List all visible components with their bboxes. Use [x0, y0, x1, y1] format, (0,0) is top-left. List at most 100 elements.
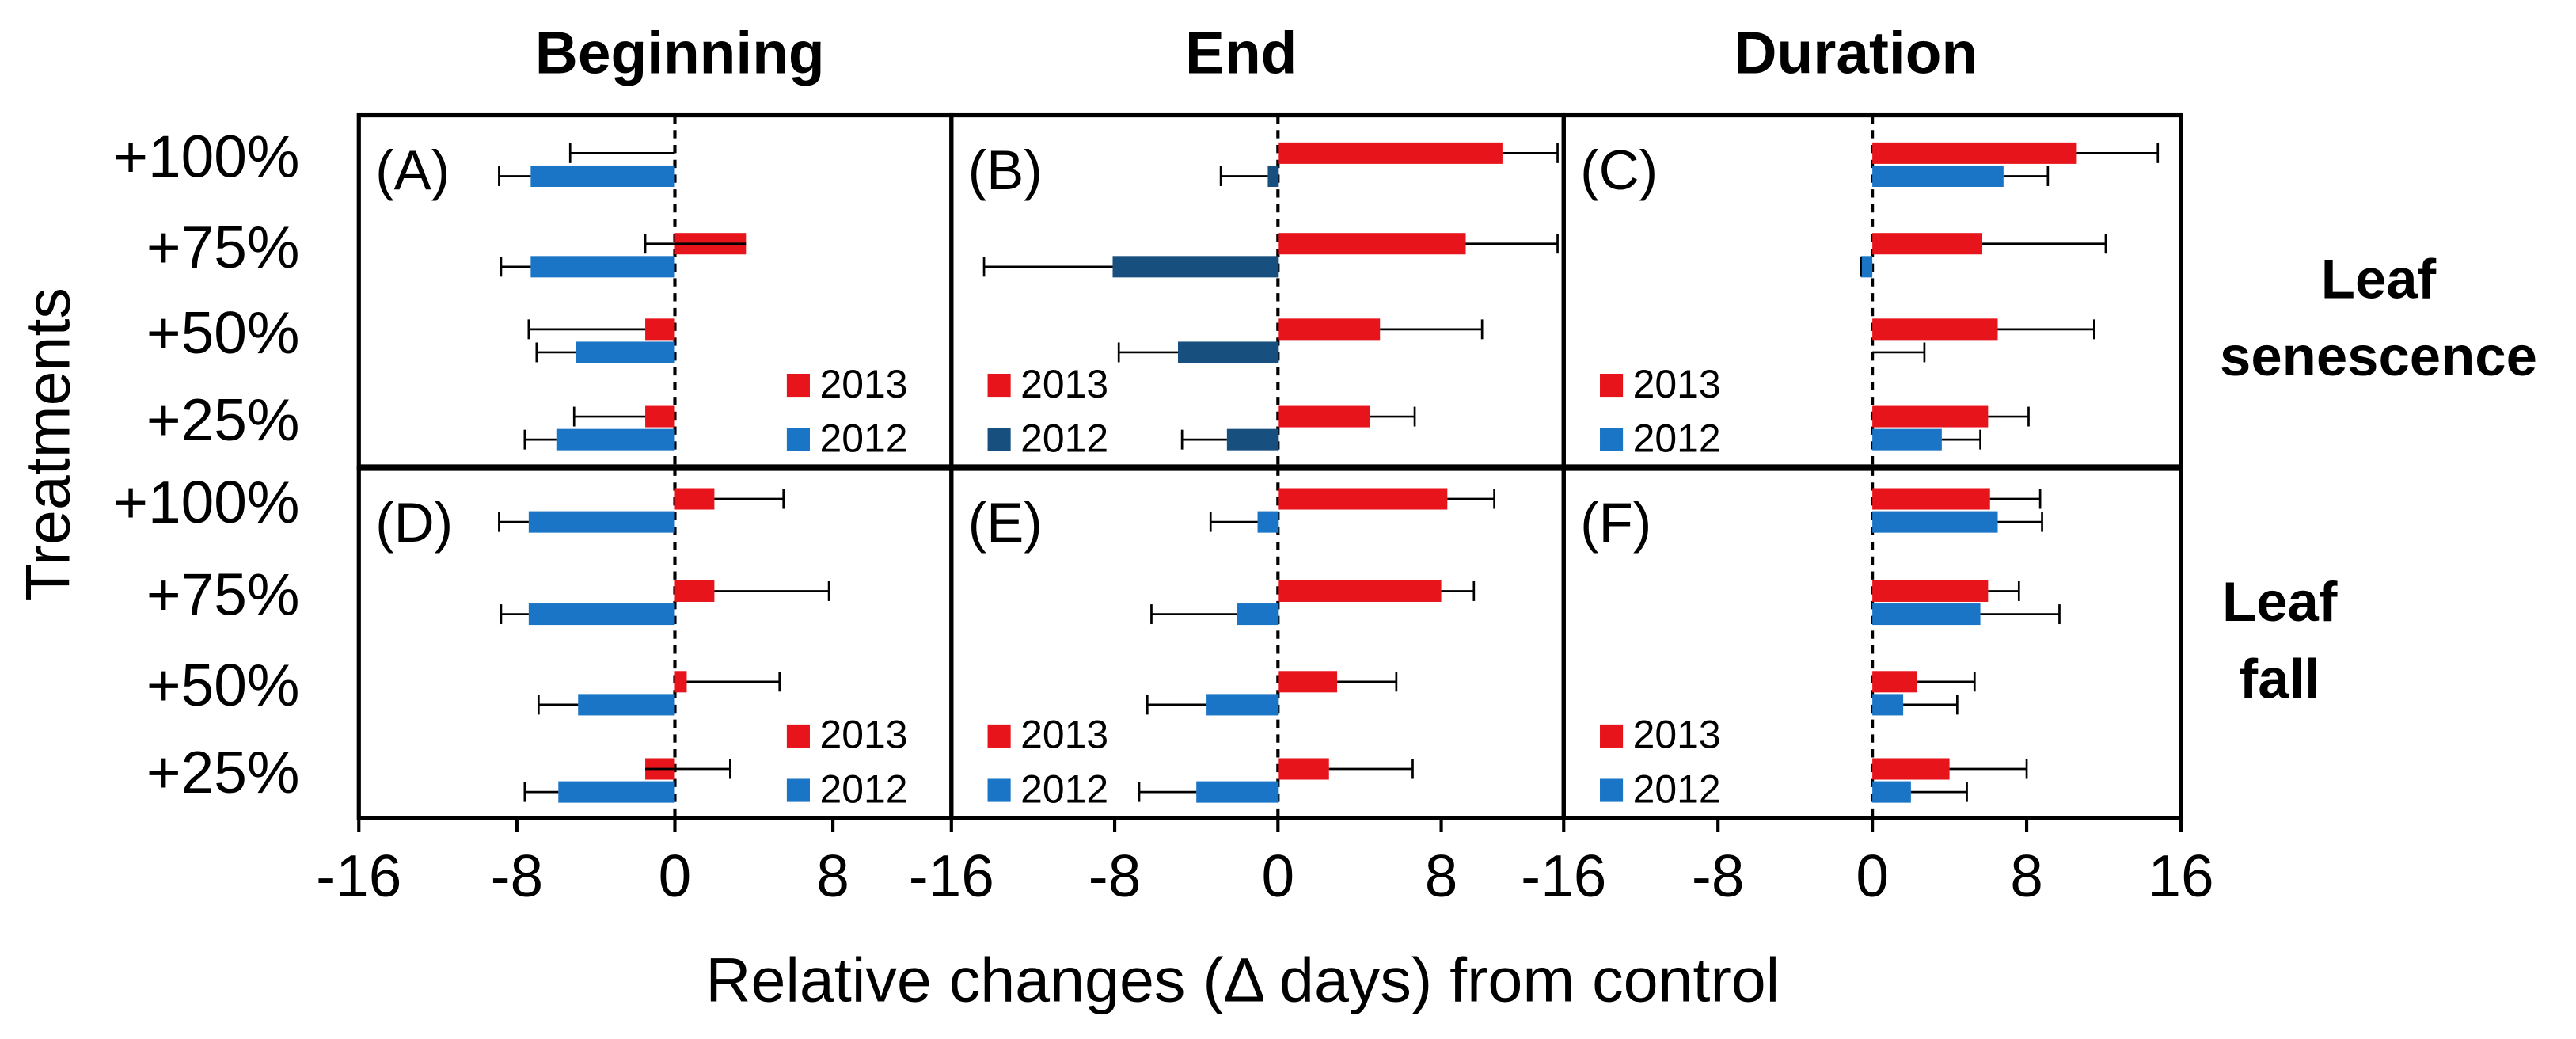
x-tick-label: 0: [1262, 843, 1295, 909]
column-title: End: [1185, 20, 1297, 86]
error-bar: [527, 319, 646, 340]
legend-swatch: [786, 373, 810, 398]
bar: [1278, 488, 1448, 510]
panel-label: (A): [375, 139, 450, 201]
error-bar: [1997, 319, 2095, 340]
bar: [1860, 256, 1873, 278]
legend-label: 2013: [819, 362, 907, 406]
y-tick-label: +50%: [146, 652, 300, 718]
bar: [1872, 405, 1989, 428]
bar: [674, 580, 715, 602]
error-bar: [1910, 782, 1968, 802]
bar: [556, 428, 675, 451]
error-bar: [1380, 319, 1484, 340]
bar: [1257, 511, 1279, 533]
error-bar: [498, 512, 529, 532]
error-bar: [982, 257, 1113, 277]
row-label: senescence: [2220, 325, 2537, 387]
bar: [1278, 671, 1338, 693]
error-bar: [1441, 580, 1476, 601]
bar: [674, 488, 715, 510]
x-tick-label: -8: [1089, 843, 1142, 909]
error-bar: [714, 489, 785, 509]
error-bar: [1465, 234, 1559, 254]
error-bar: [500, 257, 531, 277]
column-title: Beginning: [535, 20, 825, 86]
bar: [1177, 341, 1279, 363]
error-bar: [1872, 342, 1926, 363]
error-bar: [1903, 695, 1959, 715]
x-tick-label: 8: [2010, 843, 2043, 909]
error-bar: [568, 143, 675, 163]
bar: [1267, 165, 1279, 187]
bar: [1872, 671, 1917, 693]
bar: [1278, 580, 1442, 602]
column-title: Duration: [1734, 20, 1978, 86]
x-tick-label: -16: [316, 843, 401, 909]
bar: [1872, 694, 1904, 716]
bar: [1872, 781, 1911, 803]
legend-label: 2012: [1020, 767, 1108, 811]
bar: [528, 603, 675, 626]
bar: [1872, 165, 2004, 187]
error-bar: [1146, 695, 1207, 715]
row-label: Leaf: [2222, 570, 2338, 633]
legend-label: 2013: [1020, 362, 1108, 406]
panel-label: (E): [968, 491, 1043, 554]
y-tick-label: +50%: [146, 299, 300, 366]
x-tick-label: -16: [909, 843, 994, 909]
bar: [1872, 603, 1981, 626]
y-tick-label: +75%: [146, 561, 300, 628]
error-bar: [500, 604, 529, 625]
y-tick-label: +100%: [113, 124, 299, 190]
bar: [645, 318, 675, 341]
panel-label: (C): [1580, 139, 1658, 201]
panel-label: (B): [968, 139, 1043, 201]
error-bar: [1447, 489, 1495, 509]
bar: [558, 781, 675, 803]
error-bar: [714, 580, 830, 601]
bar: [1196, 781, 1279, 803]
bar: [1278, 233, 1466, 255]
error-bar: [1941, 429, 1981, 450]
y-tick-label: +25%: [146, 739, 300, 805]
bar: [1872, 428, 1942, 451]
bar: [1872, 142, 2077, 164]
bar: [1278, 142, 1503, 164]
bar: [1278, 318, 1381, 341]
legend-swatch: [1600, 373, 1624, 398]
bar: [1206, 694, 1279, 716]
bar: [1872, 758, 1950, 780]
bar: [645, 405, 675, 428]
error-bar: [1117, 342, 1178, 363]
bar: [530, 165, 675, 187]
y-tick-label: +75%: [146, 214, 300, 280]
bar: [1278, 758, 1329, 780]
error-bar: [686, 672, 781, 692]
bar: [1872, 580, 1989, 602]
error-bar: [1988, 580, 2020, 601]
x-tick-label: -8: [491, 843, 544, 909]
x-tick-label: 0: [659, 843, 692, 909]
bar: [674, 671, 687, 693]
x-tick-label: 16: [2148, 843, 2213, 909]
error-bar: [2076, 143, 2160, 163]
legend-swatch: [786, 428, 810, 451]
error-bar: [1989, 489, 2042, 509]
error-bar: [523, 782, 559, 802]
error-bar: [523, 429, 557, 450]
legend-label: 2012: [1020, 416, 1108, 460]
x-tick-label: 0: [1856, 843, 1889, 909]
bar: [1237, 603, 1279, 626]
legend-label: 2013: [819, 713, 907, 757]
error-bar: [535, 342, 576, 363]
x-tick-label: 8: [816, 843, 849, 909]
bar: [528, 511, 675, 533]
bar: [1872, 233, 1983, 255]
legend-swatch: [987, 724, 1011, 748]
error-bar: [537, 695, 579, 715]
row-label: Leaf: [2321, 247, 2437, 310]
x-axis-title: Relative changes (Δ days) from control: [705, 944, 1780, 1014]
error-bar: [1949, 759, 2028, 779]
